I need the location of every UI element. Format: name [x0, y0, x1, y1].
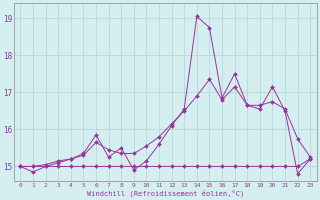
X-axis label: Windchill (Refroidissement éolien,°C): Windchill (Refroidissement éolien,°C) [87, 189, 244, 197]
